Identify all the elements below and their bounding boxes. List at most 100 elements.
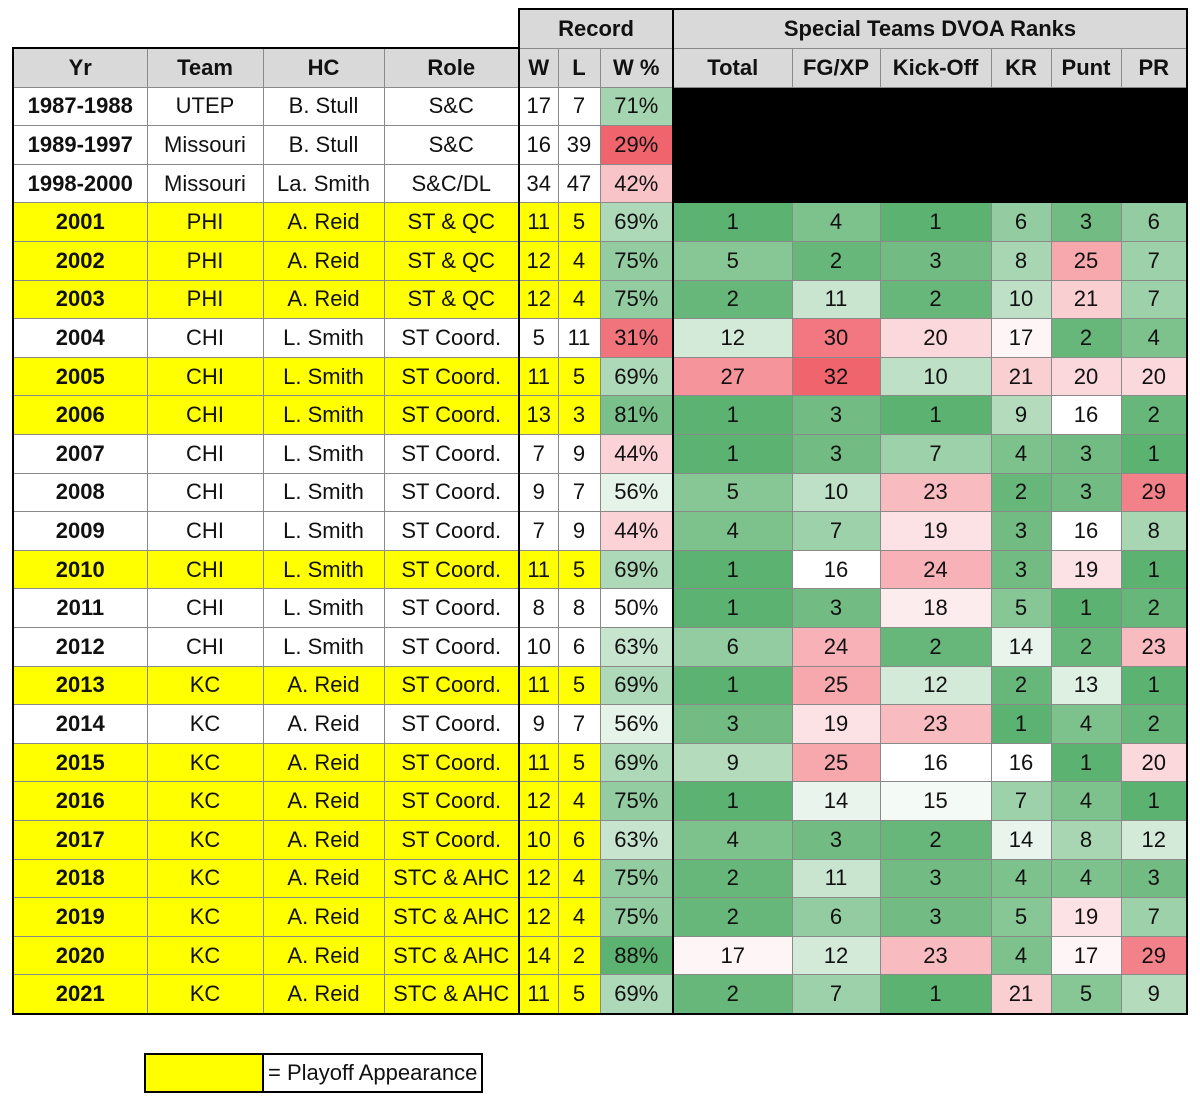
dvoa-fgxp-cell: 25 xyxy=(791,742,881,783)
role-cell: ST Coord. xyxy=(383,434,520,474)
dvoa-total-cell: 17 xyxy=(672,935,793,976)
dvoa-total-cell: 2 xyxy=(672,897,793,937)
losses-cell: 7 xyxy=(557,86,601,127)
team-cell: KC xyxy=(146,974,264,1015)
wins-cell: 10 xyxy=(518,819,559,860)
role-cell: ST Coord. xyxy=(383,472,520,513)
yr-cell: 2008 xyxy=(12,472,148,513)
dvoa-total-cell: 5 xyxy=(672,241,793,281)
team-cell: KC xyxy=(146,704,264,744)
losses-cell: 47 xyxy=(557,163,601,204)
yr-cell: 2006 xyxy=(12,395,148,436)
group-header-row: Record Special Teams DVOA Ranks xyxy=(13,7,1188,49)
hc-cell: B. Stull xyxy=(262,86,385,127)
dvoa-pr-cell: 1 xyxy=(1120,665,1188,706)
losses-cell: 2 xyxy=(557,935,601,976)
hc-cell: A. Reid xyxy=(262,704,385,744)
role-cell: ST Coord. xyxy=(383,665,520,706)
dvoa-kr-cell: 2 xyxy=(990,472,1052,513)
team-cell: CHI xyxy=(146,318,264,358)
role-cell: ST Coord. xyxy=(383,549,520,590)
dvoa-kr-cell: 21 xyxy=(990,974,1052,1015)
wins-cell: 12 xyxy=(518,241,559,281)
wins-cell: 11 xyxy=(518,549,559,590)
dvoa-kr-cell: 3 xyxy=(990,549,1052,590)
team-cell: CHI xyxy=(146,395,264,436)
column-header-pct: W % xyxy=(599,47,674,88)
dvoa-kr-cell: 1 xyxy=(990,704,1052,744)
team-cell: UTEP xyxy=(146,86,264,127)
role-cell: STC & AHC xyxy=(383,858,520,899)
dvoa-kickoff-cell: 15 xyxy=(879,781,992,821)
team-cell: KC xyxy=(146,665,264,706)
team-cell: PHI xyxy=(146,279,264,320)
hc-cell: La. Smith xyxy=(262,163,385,204)
yr-cell: 2009 xyxy=(12,511,148,551)
dvoa-punt-cell: 4 xyxy=(1050,858,1122,899)
dvoa-fgxp-cell: 2 xyxy=(791,241,881,281)
dvoa-pr-cell: 23 xyxy=(1120,627,1188,667)
hc-cell: A. Reid xyxy=(262,742,385,783)
dvoa-kr-cell: 17 xyxy=(990,318,1052,358)
role-cell: S&C xyxy=(383,125,520,165)
win-pct-cell: 69% xyxy=(599,202,674,243)
wins-cell: 13 xyxy=(518,395,559,436)
column-header-kickoff: Kick-Off xyxy=(879,47,992,88)
team-cell: CHI xyxy=(146,356,264,397)
team-cell: KC xyxy=(146,781,264,821)
dvoa-fgxp-cell: 11 xyxy=(791,279,881,320)
yr-cell: 2002 xyxy=(12,241,148,281)
dvoa-fgxp-cell: 16 xyxy=(791,549,881,590)
losses-cell: 11 xyxy=(557,318,601,358)
dvoa-pr-cell: 12 xyxy=(1120,819,1188,860)
hc-cell: L. Smith xyxy=(262,395,385,436)
team-cell: CHI xyxy=(146,434,264,474)
team-cell: Missouri xyxy=(146,163,264,204)
win-pct-cell: 69% xyxy=(599,665,674,706)
dvoa-punt-cell: 1 xyxy=(1050,588,1122,628)
losses-cell: 4 xyxy=(557,279,601,320)
table-row: 1989-1997 Missouri B. Stull S&C 16 39 29% xyxy=(12,125,1187,165)
wins-cell: 10 xyxy=(518,627,559,667)
wins-cell: 8 xyxy=(518,588,559,628)
dvoa-punt-cell: 19 xyxy=(1050,549,1122,590)
team-cell: CHI xyxy=(146,549,264,590)
dvoa-punt-cell: 4 xyxy=(1050,704,1122,744)
dvoa-kickoff-cell: 2 xyxy=(879,819,992,860)
win-pct-cell: 56% xyxy=(599,704,674,744)
dvoa-pr-cell: 1 xyxy=(1120,781,1188,821)
hc-cell: L. Smith xyxy=(262,627,385,667)
yr-cell: 1998-2000 xyxy=(12,163,148,204)
dvoa-kr-cell: 4 xyxy=(990,858,1052,899)
role-cell: ST Coord. xyxy=(383,781,520,821)
role-cell: ST & QC xyxy=(383,241,520,281)
losses-cell: 5 xyxy=(557,356,601,397)
hc-cell: L. Smith xyxy=(262,434,385,474)
table-row: 2008 CHI L. Smith ST Coord. 9 7 56% 5 10 23 2 3 29 xyxy=(12,472,1188,513)
dvoa-fgxp-cell: 3 xyxy=(791,588,881,628)
dvoa-pr-cell: 2 xyxy=(1120,704,1188,744)
dvoa-pr-cell: 6 xyxy=(1120,202,1188,243)
column-header-yr: Yr xyxy=(12,47,148,88)
losses-cell: 39 xyxy=(557,125,601,165)
wins-cell: 16 xyxy=(518,125,559,165)
table-row: 2007 CHI L. Smith ST Coord. 7 9 44% 1 3 7 4 3 1 xyxy=(12,434,1188,474)
dvoa-total-cell: 2 xyxy=(672,858,793,899)
win-pct-cell: 44% xyxy=(599,434,674,474)
losses-cell: 5 xyxy=(557,202,601,243)
losses-cell: 7 xyxy=(557,472,601,513)
dvoa-punt-cell: 3 xyxy=(1050,472,1122,513)
dvoa-kickoff-cell: 1 xyxy=(879,395,992,436)
wins-cell: 11 xyxy=(518,356,559,397)
dvoa-punt-cell: 3 xyxy=(1050,434,1122,474)
table-row: 2016 KC A. Reid ST Coord. 12 4 75% 1 14 15 7 4 1 xyxy=(12,781,1188,821)
dvoa-kr-cell: 4 xyxy=(990,434,1052,474)
dvoa-kickoff-cell: 10 xyxy=(879,356,992,397)
role-cell: ST Coord. xyxy=(383,704,520,744)
win-pct-cell: 75% xyxy=(599,858,674,899)
win-pct-cell: 29% xyxy=(599,125,674,165)
dvoa-pr-cell: 7 xyxy=(1120,279,1188,320)
yr-cell: 2005 xyxy=(12,356,148,397)
win-pct-cell: 75% xyxy=(599,279,674,320)
win-pct-cell: 63% xyxy=(599,627,674,667)
